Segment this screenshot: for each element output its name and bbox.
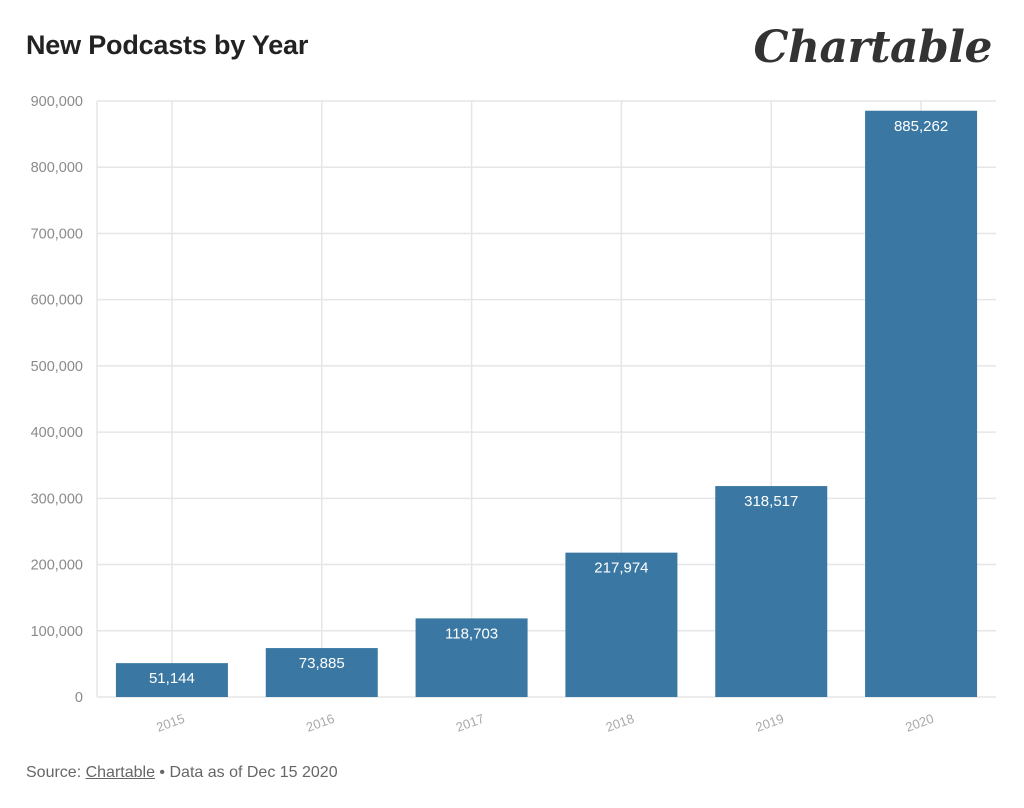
x-tick-label: 2019	[754, 711, 786, 735]
x-tick-label: 2018	[604, 711, 636, 735]
x-tick-label: 2016	[304, 711, 336, 735]
y-tick-label: 200,000	[31, 558, 83, 574]
x-tick-label: 2017	[454, 711, 486, 735]
x-axis-ticks: 2015 2016 2017 2018 2019 2020	[154, 711, 935, 735]
bar-value-label: 51,144	[149, 670, 195, 687]
y-tick-label: 800,000	[31, 160, 83, 176]
source-link[interactable]: Chartable	[85, 764, 155, 781]
y-tick-label: 100,000	[31, 624, 83, 640]
bar-value-label: 118,703	[445, 625, 498, 642]
bar-value-label: 885,262	[894, 118, 948, 135]
y-tick-label: 700,000	[31, 226, 83, 242]
bar-2020[interactable]	[865, 110, 978, 698]
bar-2015[interactable]	[115, 663, 228, 697]
chart-title: New Podcasts by Year	[26, 30, 309, 60]
bar-value-label: 73,885	[299, 655, 345, 672]
y-tick-label: 500,000	[31, 359, 83, 375]
y-tick-label: 600,000	[31, 293, 83, 309]
bar-value-label: 318,517	[744, 493, 798, 510]
source-prefix: Source:	[26, 764, 82, 781]
y-tick-label: 900,000	[31, 94, 83, 110]
bar-value-labels: 51,144 73,885 118,703 217,974 318,517 885,262	[149, 118, 948, 687]
bar-chart: 0 100,000 200,000 300,000 400,000 500,000 600,…	[31, 94, 996, 735]
bar-2017[interactable]	[415, 618, 528, 697]
data-date-note: Data as of Dec 15 2020	[169, 764, 338, 781]
chartable-logo[interactable]: Chartable	[753, 22, 992, 73]
chart-footer: Source: Chartable • Data as of Dec 15 20…	[26, 764, 338, 782]
bar-2019[interactable]	[715, 486, 828, 697]
x-tick-label: 2020	[903, 711, 935, 735]
bar-value-label: 217,974	[594, 560, 648, 577]
bars	[115, 110, 978, 698]
bar-2016[interactable]	[265, 648, 378, 697]
grid-lines	[96, 100, 996, 698]
y-axis-ticks: 0 100,000 200,000 300,000 400,000 500,000 600,…	[31, 94, 83, 706]
footer-separator: •	[159, 764, 166, 781]
x-tick-label: 2015	[154, 711, 186, 735]
bar-2018[interactable]	[565, 552, 678, 697]
y-tick-label: 0	[75, 690, 83, 706]
y-tick-label: 400,000	[31, 425, 83, 441]
y-tick-label: 300,000	[31, 491, 83, 507]
